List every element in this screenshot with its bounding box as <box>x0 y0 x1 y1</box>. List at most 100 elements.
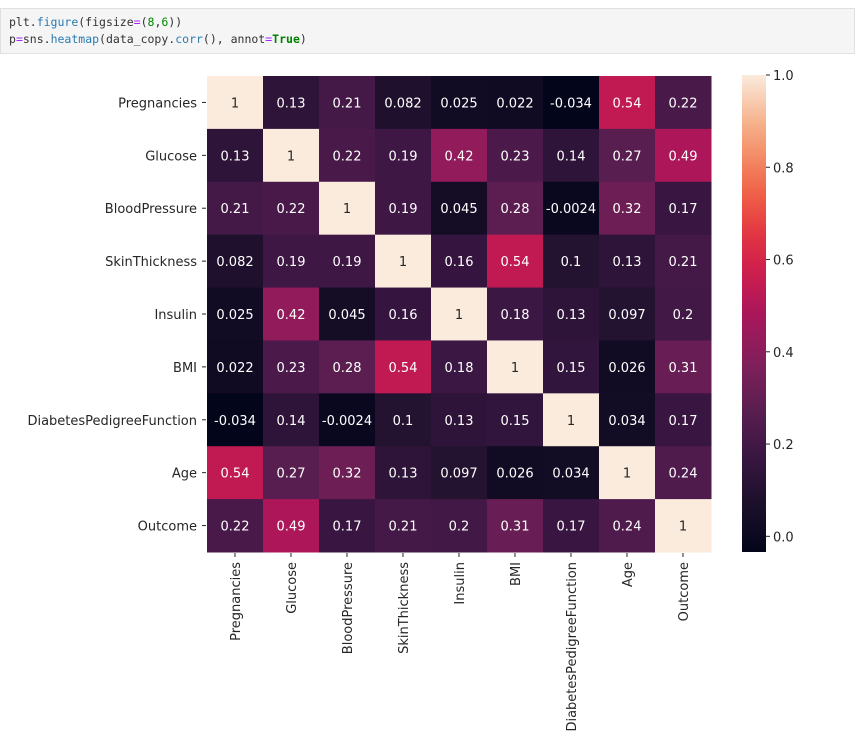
colorbar: 0.0 0.2 0.4 0.6 0.8 1.0 <box>742 69 794 552</box>
heatmap-cell <box>655 446 712 500</box>
heatmap-cell <box>543 446 600 500</box>
cell-annotation: 1 <box>455 308 463 323</box>
heatmap-cell <box>207 393 264 447</box>
heatmap-cell <box>319 181 376 236</box>
cell-annotation: 0.23 <box>501 149 530 164</box>
heatmap-cell <box>543 393 600 447</box>
colorbar-tick-label: 0.8 <box>773 161 794 176</box>
x-tick-label: Glucose <box>285 562 300 614</box>
cell-annotation: 0.097 <box>608 308 645 323</box>
cell-annotation: 0.022 <box>496 96 533 111</box>
heatmap-annotations: 1 0.13 0.21 0.082 0.025 0.022 -0.034 0.54 0.220.… <box>214 96 697 534</box>
cell-annotation: 1 <box>511 361 519 376</box>
heatmap-cell <box>655 393 712 447</box>
code-token: , <box>154 15 162 29</box>
heatmap-cell <box>319 446 376 500</box>
heatmap-cell <box>207 340 264 394</box>
cell-annotation: 0.045 <box>328 308 365 323</box>
cell-annotation: 0.54 <box>501 255 530 270</box>
x-tick-label: Age <box>621 562 636 587</box>
heatmap-cell <box>543 234 600 289</box>
code-token: = <box>15 32 23 46</box>
cell-annotation: 1 <box>287 149 295 164</box>
heatmap-cell <box>431 128 488 183</box>
cell-annotation: 0.24 <box>669 467 698 482</box>
cell-annotation: 0.22 <box>669 96 698 111</box>
heatmap-cell <box>263 393 320 447</box>
colorbar-gradient <box>742 75 766 552</box>
heatmap-cell <box>543 76 600 130</box>
heatmap-cell <box>543 181 600 236</box>
cell-annotation: 0.082 <box>384 96 421 111</box>
code-token: corr <box>175 32 203 46</box>
heatmap-cell <box>263 76 320 130</box>
y-tick-label: Pregnancies <box>118 96 197 111</box>
cell-annotation: 0.13 <box>557 308 586 323</box>
code-token: )) <box>168 15 183 29</box>
cell-annotation: 0.54 <box>613 96 642 111</box>
code-token: plt. <box>9 15 37 29</box>
y-tick-label: SkinThickness <box>105 255 197 270</box>
heatmap-cell <box>263 446 320 500</box>
heatmap-cell <box>655 499 712 553</box>
code-token: ) <box>299 32 307 46</box>
cell-annotation: 0.19 <box>277 255 306 270</box>
cell-annotation: 0.54 <box>389 361 418 376</box>
heatmap-cell <box>263 499 320 553</box>
heatmap-cell <box>599 287 656 341</box>
heatmap-cell <box>375 76 432 130</box>
cell-annotation: 0.21 <box>333 96 362 111</box>
heatmap-cell <box>431 393 488 447</box>
heatmap-cell <box>375 446 432 500</box>
heatmap-cell <box>655 340 712 394</box>
heatmap-cell <box>263 287 320 341</box>
cell-annotation: 0.54 <box>221 467 250 482</box>
heatmap-cell <box>543 499 600 553</box>
code-token: = <box>133 15 141 29</box>
heatmap-cell <box>487 446 544 500</box>
cell-annotation: 0.28 <box>333 361 362 376</box>
cell-annotation: 0.13 <box>221 149 250 164</box>
cell-annotation: 1 <box>343 202 351 217</box>
code-token: = <box>265 32 273 46</box>
cell-annotation: 0.49 <box>669 149 698 164</box>
cell-annotation: 0.22 <box>277 202 306 217</box>
code-token: 6 <box>161 15 169 29</box>
cell-annotation: 0.22 <box>221 520 250 535</box>
cell-annotation: 0.32 <box>333 467 362 482</box>
y-tick-label: Insulin <box>154 308 197 323</box>
cell-annotation: -0.0024 <box>322 414 372 429</box>
x-tick-label: BMI <box>509 562 524 586</box>
cell-annotation: 0.082 <box>216 255 253 270</box>
cell-annotation: 0.18 <box>501 308 530 323</box>
code-token: (), annot <box>202 32 266 46</box>
code-token: True <box>272 32 300 46</box>
cell-annotation: 0.045 <box>440 202 477 217</box>
code-token: 8 <box>147 15 155 29</box>
heatmap-cell <box>207 446 264 500</box>
heatmap-cell <box>263 340 320 394</box>
cell-annotation: 0.2 <box>449 520 470 535</box>
cell-annotation: 0.21 <box>389 520 418 535</box>
code-line-2: p=sns.heatmap(data_copy.corr(), annot=Tr… <box>9 31 854 48</box>
heatmap-cell <box>431 181 488 236</box>
cell-annotation: -0.0024 <box>546 202 596 217</box>
x-tick-label: SkinThickness <box>397 562 412 654</box>
cell-annotation: 0.24 <box>613 520 642 535</box>
cell-annotation: -0.034 <box>214 414 256 429</box>
heatmap-cell <box>431 234 488 289</box>
code-token: ( <box>140 15 148 29</box>
heatmap-cell <box>319 234 376 289</box>
y-tick-label: Outcome <box>138 520 197 535</box>
heatmap-cell <box>207 181 264 236</box>
heatmap-cell <box>263 234 320 289</box>
x-tick-label: DiabetesPedigreeFunction <box>565 562 580 732</box>
cell-annotation: 0.22 <box>333 149 362 164</box>
code-cell[interactable]: plt.figure(figsize=(8,6)) p=sns.heatmap(… <box>0 8 855 54</box>
heatmap-cell <box>375 340 432 394</box>
x-tick-label: BloodPressure <box>341 562 356 654</box>
heatmap-cell <box>599 234 656 289</box>
cell-annotation: 0.32 <box>613 202 642 217</box>
heatmap-cell <box>655 128 712 183</box>
heatmap-cell <box>599 76 656 130</box>
